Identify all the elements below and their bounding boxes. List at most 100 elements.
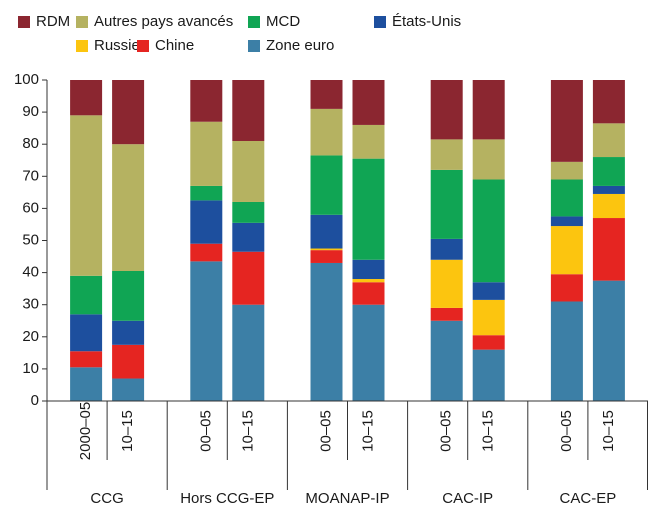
group-label: CAC-EP bbox=[560, 490, 617, 507]
bar-segment bbox=[190, 80, 223, 122]
bar-segment bbox=[430, 238, 463, 260]
bar-segment bbox=[592, 280, 625, 401]
bar-segment bbox=[190, 200, 223, 244]
bar-segment bbox=[70, 367, 103, 401]
bar-segment bbox=[592, 123, 625, 158]
bar-segment bbox=[430, 307, 463, 321]
bar-segment bbox=[232, 80, 265, 141]
bar-segment bbox=[550, 216, 583, 227]
legend-swatch bbox=[248, 16, 260, 28]
bar-segment bbox=[592, 218, 625, 281]
bar-segment bbox=[430, 259, 463, 308]
legend-swatch bbox=[76, 40, 88, 52]
group-label: Hors CCG-EP bbox=[180, 490, 274, 507]
legend-label: MCD bbox=[266, 13, 300, 30]
y-tick-label: 80 bbox=[22, 135, 39, 152]
bar-segment bbox=[310, 108, 343, 156]
bar-segment bbox=[310, 262, 343, 401]
bar-segment bbox=[430, 320, 463, 401]
bar-segment bbox=[550, 179, 583, 217]
x-tick-label: 00–05 bbox=[558, 410, 575, 452]
bar-segment bbox=[310, 80, 343, 109]
bar-segment bbox=[112, 270, 145, 321]
y-tick-label: 100 bbox=[14, 71, 39, 88]
bar-segment bbox=[592, 193, 625, 219]
legend-label: Russie bbox=[94, 37, 140, 54]
bar-segment bbox=[310, 155, 343, 215]
y-tick-label: 90 bbox=[22, 103, 39, 120]
bar-segment bbox=[472, 299, 505, 336]
bar-segment bbox=[550, 301, 583, 401]
bar-segment bbox=[550, 80, 583, 162]
y-tick-label: 60 bbox=[22, 199, 39, 216]
x-tick-label: 10–15 bbox=[119, 410, 136, 452]
bar-segment bbox=[232, 251, 265, 305]
bar-segment bbox=[592, 185, 625, 194]
bar-segment bbox=[352, 279, 385, 283]
bar-segment bbox=[112, 344, 145, 379]
bar-segment bbox=[112, 144, 145, 271]
bar-segment bbox=[430, 169, 463, 239]
bar-segment bbox=[352, 158, 385, 260]
bar-segment bbox=[232, 140, 265, 202]
bar-segment bbox=[310, 248, 343, 251]
bar-segment bbox=[70, 275, 103, 315]
bar-segment bbox=[472, 139, 505, 180]
bar-segment bbox=[70, 80, 103, 116]
bar-segment bbox=[112, 378, 145, 401]
y-tick-label: 70 bbox=[22, 167, 39, 184]
x-tick-label: 10–15 bbox=[239, 410, 256, 452]
bar-segment bbox=[352, 259, 385, 280]
bar-segment bbox=[352, 282, 385, 305]
bar-segment bbox=[550, 274, 583, 302]
x-tick-label: 00–05 bbox=[438, 410, 455, 452]
bar-segment bbox=[472, 282, 505, 300]
bar-segment bbox=[550, 161, 583, 180]
bar-segment bbox=[472, 179, 505, 283]
bar-segment bbox=[472, 349, 505, 401]
bar-segment bbox=[352, 304, 385, 401]
x-tick-label: 10–15 bbox=[480, 410, 497, 452]
bar-segment bbox=[112, 80, 145, 145]
x-tick-label: 2000–05 bbox=[77, 402, 94, 460]
legend-swatch bbox=[76, 16, 88, 28]
bar-segment bbox=[430, 139, 463, 170]
bar-segment bbox=[310, 250, 343, 263]
bar-segment bbox=[592, 157, 625, 186]
legend-label: Chine bbox=[155, 37, 194, 54]
legend-label: Autres pays avancés bbox=[94, 13, 233, 30]
bar-segment bbox=[112, 320, 145, 345]
bar-segment bbox=[310, 214, 343, 249]
bar-segment bbox=[232, 222, 265, 252]
x-tick-label: 00–05 bbox=[317, 410, 334, 452]
legend-swatch bbox=[137, 40, 149, 52]
bar-segment bbox=[352, 80, 385, 125]
y-tick-label: 0 bbox=[31, 392, 39, 409]
group-label: MOANAP-IP bbox=[305, 490, 389, 507]
legend-label: États-Unis bbox=[392, 13, 461, 30]
legend-label: RDM bbox=[36, 13, 70, 30]
legend-label: Zone euro bbox=[266, 37, 334, 54]
bar-segment bbox=[70, 351, 103, 368]
bar-segment bbox=[190, 243, 223, 262]
x-tick-label: 00–05 bbox=[197, 410, 214, 452]
bar-segment bbox=[592, 80, 625, 124]
group-label: CCG bbox=[90, 490, 123, 507]
bar-segment bbox=[232, 201, 265, 223]
y-tick-label: 10 bbox=[22, 360, 39, 377]
legend-swatch bbox=[18, 16, 30, 28]
bar-segment bbox=[190, 185, 223, 201]
y-tick-label: 20 bbox=[22, 328, 39, 345]
y-tick-label: 40 bbox=[22, 264, 39, 281]
bar-segment bbox=[550, 226, 583, 275]
bar-segment bbox=[472, 335, 505, 350]
bar-segment bbox=[352, 124, 385, 159]
bar-segment bbox=[430, 80, 463, 140]
x-tick-label: 10–15 bbox=[600, 410, 617, 452]
bar-segment bbox=[190, 261, 223, 401]
bar-segment bbox=[472, 80, 505, 140]
y-tick-label: 30 bbox=[22, 296, 39, 313]
x-tick-label: 10–15 bbox=[359, 410, 376, 452]
bar-segment bbox=[70, 314, 103, 352]
